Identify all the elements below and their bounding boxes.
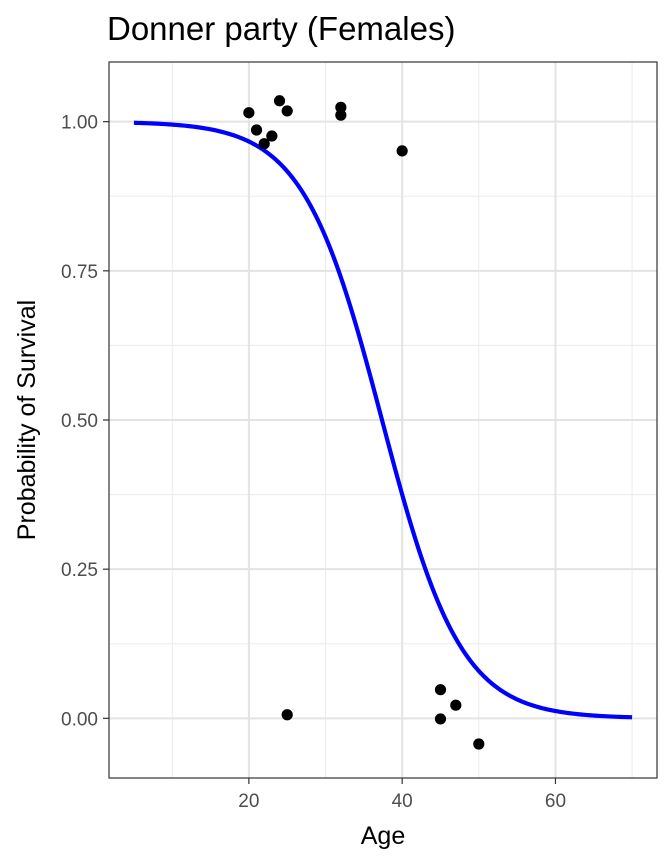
data-point bbox=[335, 109, 347, 121]
fit-curve-layer bbox=[133, 120, 633, 720]
data-point bbox=[396, 145, 408, 157]
x-tick-label: 20 bbox=[238, 791, 259, 812]
data-point bbox=[273, 95, 286, 107]
data-points bbox=[243, 95, 485, 750]
x-tick-label: 40 bbox=[392, 791, 413, 812]
data-point bbox=[473, 738, 485, 750]
data-point bbox=[258, 138, 270, 150]
data-point bbox=[243, 107, 255, 119]
y-tick-label: 0.50 bbox=[61, 411, 98, 432]
data-point bbox=[335, 101, 347, 113]
x-tick-label: 60 bbox=[545, 791, 566, 812]
y-tick-label: 0.00 bbox=[61, 709, 98, 730]
data-point bbox=[266, 130, 278, 142]
data-point bbox=[281, 709, 293, 721]
data-point bbox=[250, 124, 263, 136]
y-tick-label: 0.25 bbox=[61, 560, 98, 581]
data-point bbox=[434, 684, 447, 696]
data-point bbox=[434, 713, 447, 725]
y-axis-title: Probability of Survival bbox=[13, 300, 41, 540]
y-tick-label: 1.00 bbox=[61, 113, 98, 134]
chart-title: Donner party (Females) bbox=[107, 10, 455, 47]
y-tick-label: 0.75 bbox=[61, 262, 98, 283]
x-axis-title: Age bbox=[361, 822, 405, 850]
axes: 20 40 60 0.00 0.25 0.50 0.75 1.00 bbox=[61, 113, 566, 812]
data-point bbox=[281, 105, 293, 117]
logistic-fit-line bbox=[133, 120, 633, 720]
data-point bbox=[450, 699, 462, 711]
